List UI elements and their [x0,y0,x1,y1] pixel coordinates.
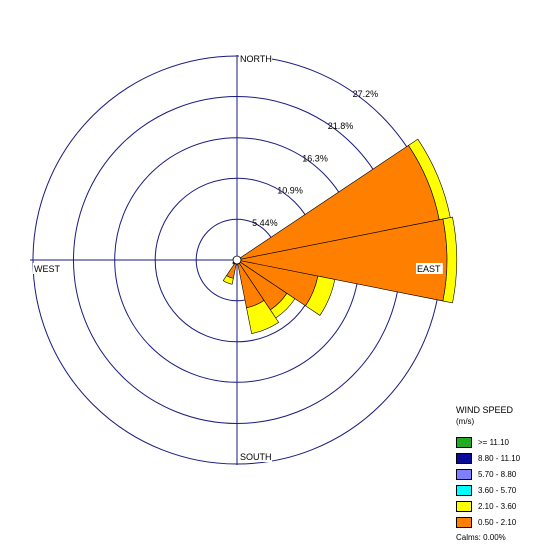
petal-sector-4-bin-1 [442,216,457,304]
petal-sector-10-bin-1 [232,262,235,265]
dir-label-west: WEST [34,264,61,274]
legend-swatch [456,500,472,512]
legend-row: 8.80 - 11.10 [456,451,542,465]
ring-label-3: 16.3% [302,154,328,164]
legend-label: >= 11.10 [478,437,509,447]
legend-row: >= 11.10 [456,435,542,449]
dir-label-bg-south [239,451,272,462]
ring-label-5: 27.2% [353,89,379,99]
dir-label-bg-east [416,263,443,274]
legend-swatch [456,436,472,448]
calms-label: Calms: 0.00% [456,533,506,542]
dir-label-south: SOUTH [240,452,272,462]
petal-sector-9-bin-1 [222,275,234,285]
legend-label: 8.80 - 11.10 [478,453,521,463]
ring-label-4: 21.8% [328,121,354,131]
dir-label-bg-west [33,263,60,274]
dir-label-north: NORTH [240,54,272,64]
legend-row: 2.10 - 3.60 [456,499,542,513]
ring-label-2: 10.9% [277,186,303,196]
legend-label: 0.50 - 2.10 [478,517,517,527]
legend-swatch [456,484,472,496]
legend: WIND SPEED (m/s) >= 11.10 8.80 - 11.10 5.7… [456,405,542,542]
legend-unit: (m/s) [456,417,475,426]
legend-row: 0.50 - 2.10 [456,515,542,529]
dir-label-bg-north [239,53,272,64]
legend-label: 2.10 - 3.60 [478,501,517,511]
legend-title: WIND SPEED [456,405,514,415]
legend-swatch [456,468,472,480]
legend-label: 3.60 - 5.70 [478,485,517,495]
legend-label: 5.70 - 8.80 [478,469,517,479]
petal-sector-5-bin-1 [305,275,336,316]
legend-swatch [456,452,472,464]
legend-row: 5.70 - 8.80 [456,467,542,481]
center-calm-circle [232,255,242,265]
dir-label-east: EAST [417,264,441,274]
petal-sector-7-bin-1 [246,300,280,334]
ring-label-1: 5.44% [252,218,278,228]
legend-swatch [456,516,472,528]
legend-row: 3.60 - 5.70 [456,483,542,497]
